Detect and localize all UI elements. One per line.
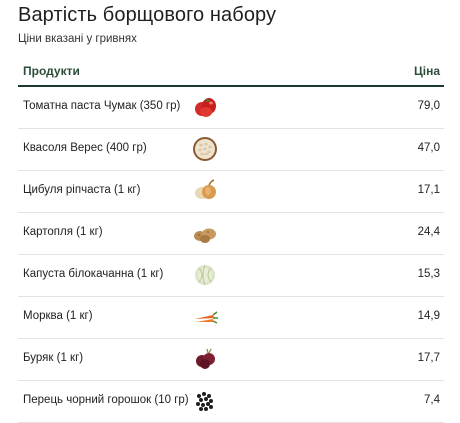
beet-icon (191, 345, 219, 373)
price-table: Томатна паста Чумак (350 гр) 79,0 Квасол… (18, 87, 444, 423)
column-header-price: Ціна (413, 64, 440, 78)
product-name: Цибуля ріпчаста (1 кг) (23, 184, 141, 196)
product-price: 24,4 (417, 226, 440, 238)
peppercorn-icon (191, 387, 219, 415)
cabbage-icon (191, 261, 219, 289)
table-row: Цибуля ріпчаста (1 кг) 17,1 (18, 171, 444, 213)
product-price: 47,0 (417, 142, 440, 154)
product-name: Капуста білокачанна (1 кг) (23, 268, 164, 280)
product-name: Картопля (1 кг) (23, 226, 103, 238)
table-row: Буряк (1 кг) 17,7 (18, 339, 444, 381)
product-price: 7,4 (424, 394, 440, 406)
product-name: Томатна паста Чумак (350 гр) (23, 100, 181, 112)
tomato-icon (191, 93, 219, 121)
potato-icon (191, 219, 219, 247)
onion-icon (191, 177, 219, 205)
product-price: 79,0 (417, 100, 440, 112)
product-name: Буряк (1 кг) (23, 352, 84, 364)
page-title: Вартість борщового набору (18, 4, 277, 26)
product-name: Квасоля Верес (400 гр) (23, 142, 147, 154)
product-price: 15,3 (417, 268, 440, 280)
page-subtitle: Ціни вказані у гривнях (18, 33, 137, 45)
table-row: Капуста білокачанна (1 кг) 15,3 (18, 255, 444, 297)
product-name: Морква (1 кг) (23, 310, 93, 322)
product-price: 17,7 (417, 352, 440, 364)
beans-jar-icon (191, 135, 219, 163)
table-header: Продукти Ціна (18, 58, 444, 87)
product-price: 17,1 (417, 184, 440, 196)
column-header-product: Продукти (23, 64, 80, 78)
table-row: Картопля (1 кг) 24,4 (18, 213, 444, 255)
table-row: Морква (1 кг) 14,9 (18, 297, 444, 339)
table-row: Томатна паста Чумак (350 гр) 79,0 (18, 87, 444, 129)
table-row: Квасоля Верес (400 гр) 47,0 (18, 129, 444, 171)
product-price: 14,9 (417, 310, 440, 322)
carrot-icon (191, 303, 219, 331)
table-row: Перець чорний горошок (10 гр) 7,4 (18, 381, 444, 423)
product-name: Перець чорний горошок (10 гр) (23, 394, 189, 406)
